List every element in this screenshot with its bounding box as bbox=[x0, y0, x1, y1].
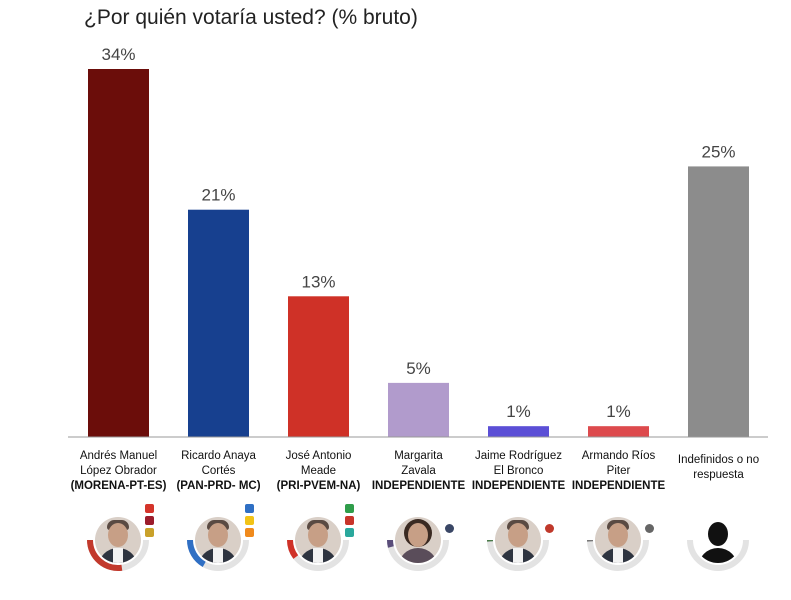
category-label: Andrés Manuel López Obrador (MORENA-PT-ES) bbox=[67, 449, 171, 494]
bar-value-label: 25% bbox=[701, 142, 735, 161]
category-party: (PAN-PRD- MC) bbox=[176, 480, 261, 492]
category-party: INDEPENDIENTE bbox=[471, 480, 566, 492]
person-photo-icon bbox=[194, 517, 241, 563]
bar-value-label: 34% bbox=[101, 45, 135, 64]
category-party: INDEPENDIENTE bbox=[571, 480, 666, 492]
category-label: Jaime Rodríguez El Bronco INDEPENDIENTE bbox=[467, 449, 571, 494]
vote-share-ring-fill bbox=[286, 539, 298, 559]
bar-5 bbox=[488, 426, 549, 437]
category-name-line1: José Antonio bbox=[285, 450, 352, 462]
bar-2 bbox=[188, 209, 249, 437]
category-name-line1: Andrés Manuel bbox=[79, 450, 158, 462]
vote-share-ring bbox=[486, 539, 549, 571]
vote-share-ring bbox=[286, 539, 349, 571]
person-photo-icon bbox=[94, 517, 141, 563]
category-name-line2: Meade bbox=[300, 465, 337, 477]
person-photo-icon bbox=[494, 517, 541, 563]
party-logo-icon bbox=[244, 528, 254, 537]
category-name-line1: Armando Ríos bbox=[581, 450, 656, 462]
person-photo-icon bbox=[594, 517, 641, 563]
candidate-avatar bbox=[579, 510, 659, 572]
category-name-line2: Zavala bbox=[401, 465, 436, 477]
bar-value-label: 5% bbox=[406, 359, 431, 378]
vote-share-ring-fill bbox=[386, 539, 394, 548]
independent-badge-icon bbox=[544, 524, 554, 533]
party-logo-icon bbox=[144, 528, 154, 537]
category-name-line1: Margarita bbox=[394, 450, 443, 462]
category-label: Ricardo Anaya Cortés (PAN-PRD- MC) bbox=[167, 449, 271, 494]
vote-share-ring-fill bbox=[186, 539, 206, 567]
vote-share-ring bbox=[386, 539, 449, 571]
category-label: José Antonio Meade (PRI-PVEM-NA) bbox=[267, 449, 371, 494]
person-photo-icon bbox=[294, 517, 341, 563]
category-name-line2: respuesta bbox=[693, 469, 744, 481]
bar-7 bbox=[688, 166, 749, 438]
category-party: (MORENA-PT-ES) bbox=[70, 480, 167, 492]
independent-badge-icon bbox=[644, 524, 654, 533]
party-logo-icon bbox=[144, 504, 154, 513]
independent-badge-icon bbox=[444, 524, 454, 533]
bar-value-label: 21% bbox=[201, 186, 235, 205]
candidate-avatar bbox=[679, 510, 759, 572]
category-party: (PRI-PVEM-NA) bbox=[276, 480, 361, 492]
party-logo-icon bbox=[344, 528, 354, 537]
category-name-line1: Ricardo Anaya bbox=[181, 450, 256, 462]
category-label: Indefinidos o no respuesta bbox=[667, 453, 771, 483]
chart-title: ¿Por quién votaría usted? (% bruto) bbox=[84, 6, 418, 29]
category-party: INDEPENDIENTE bbox=[371, 480, 466, 492]
candidate-avatar bbox=[79, 504, 159, 572]
vote-share-ring bbox=[586, 539, 649, 571]
vote-share-ring bbox=[186, 539, 249, 571]
bar-6 bbox=[588, 426, 649, 437]
category-name-line2: Cortés bbox=[201, 465, 236, 477]
vote-share-ring bbox=[686, 539, 749, 571]
category-name-line1: Indefinidos o no bbox=[677, 454, 760, 466]
bar-value-label: 1% bbox=[506, 402, 531, 421]
category-name-line2: Piter bbox=[606, 465, 631, 477]
candidate-avatar bbox=[179, 504, 259, 572]
category-label: Armando Ríos Piter INDEPENDIENTE bbox=[567, 449, 671, 494]
party-logo-icon bbox=[344, 504, 354, 513]
party-logo-icon bbox=[244, 504, 254, 513]
category-name-line1: Jaime Rodríguez bbox=[475, 450, 562, 462]
category-name-line2: El Bronco bbox=[493, 465, 544, 477]
bar-1 bbox=[88, 69, 149, 437]
bar-4 bbox=[388, 382, 449, 437]
person-photo-icon bbox=[394, 517, 441, 563]
candidate-avatar bbox=[379, 510, 459, 572]
category-name-line2: López Obrador bbox=[80, 465, 157, 477]
party-logo-icon bbox=[344, 516, 354, 525]
category-label: Margarita Zavala INDEPENDIENTE bbox=[367, 449, 471, 494]
party-logo-icon bbox=[244, 516, 254, 525]
candidate-avatar bbox=[279, 504, 359, 572]
candidate-avatar bbox=[479, 510, 559, 572]
bar-value-label: 1% bbox=[606, 402, 631, 421]
bar-value-label: 13% bbox=[301, 272, 335, 291]
party-logo-icon bbox=[144, 516, 154, 525]
bar-3 bbox=[288, 296, 349, 437]
unknown-person-silhouette-icon bbox=[694, 517, 741, 563]
